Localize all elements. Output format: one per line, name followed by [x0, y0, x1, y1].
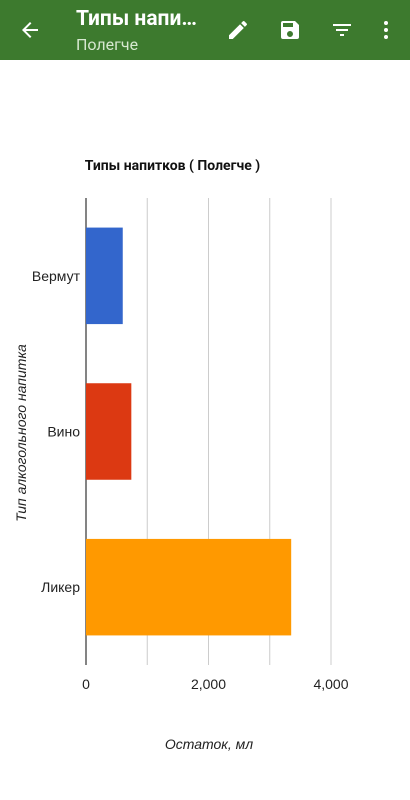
arrow-left-icon — [22, 22, 38, 38]
filter-button[interactable] — [324, 12, 360, 48]
save-button[interactable] — [272, 12, 308, 48]
category-label: Вермут — [32, 268, 81, 284]
page-title: Типы напи… — [76, 7, 197, 31]
bar-2[interactable] — [86, 383, 132, 480]
pencil-icon — [229, 20, 248, 39]
edit-button[interactable] — [220, 12, 256, 48]
more-vertical-icon — [384, 21, 388, 39]
bar-3[interactable] — [86, 538, 292, 636]
chart-area: Типы напитков ( Полегче ) Вермут Вино Лике… — [0, 60, 410, 800]
filter-icon — [333, 24, 351, 36]
chart-title: Типы напитков ( Полегче ) — [84, 158, 261, 174]
category-label: Ликер — [41, 579, 80, 595]
x-tick-label: 2,000 — [191, 676, 226, 692]
app-bar: Типы напи… Полегче — [0, 0, 410, 60]
category-label: Вино — [47, 424, 80, 440]
x-axis-label: Остаток, мл — [165, 736, 253, 752]
title-block: Типы напи… Полегче — [76, 6, 216, 56]
bar-chart: Вермут Вино Ликер 0 2,000 4,000 Остаток, мл Т… — [13, 198, 349, 752]
floppy-disk-icon — [281, 21, 299, 39]
bar-1[interactable] — [86, 227, 123, 325]
back-button[interactable] — [12, 12, 48, 48]
y-axis-label: Тип алкогольного напитка — [13, 344, 29, 522]
x-tick-label: 0 — [82, 676, 90, 692]
page-subtitle: Полегче — [76, 35, 139, 54]
x-tick-label: 4,000 — [313, 676, 348, 692]
more-button[interactable] — [368, 12, 404, 48]
